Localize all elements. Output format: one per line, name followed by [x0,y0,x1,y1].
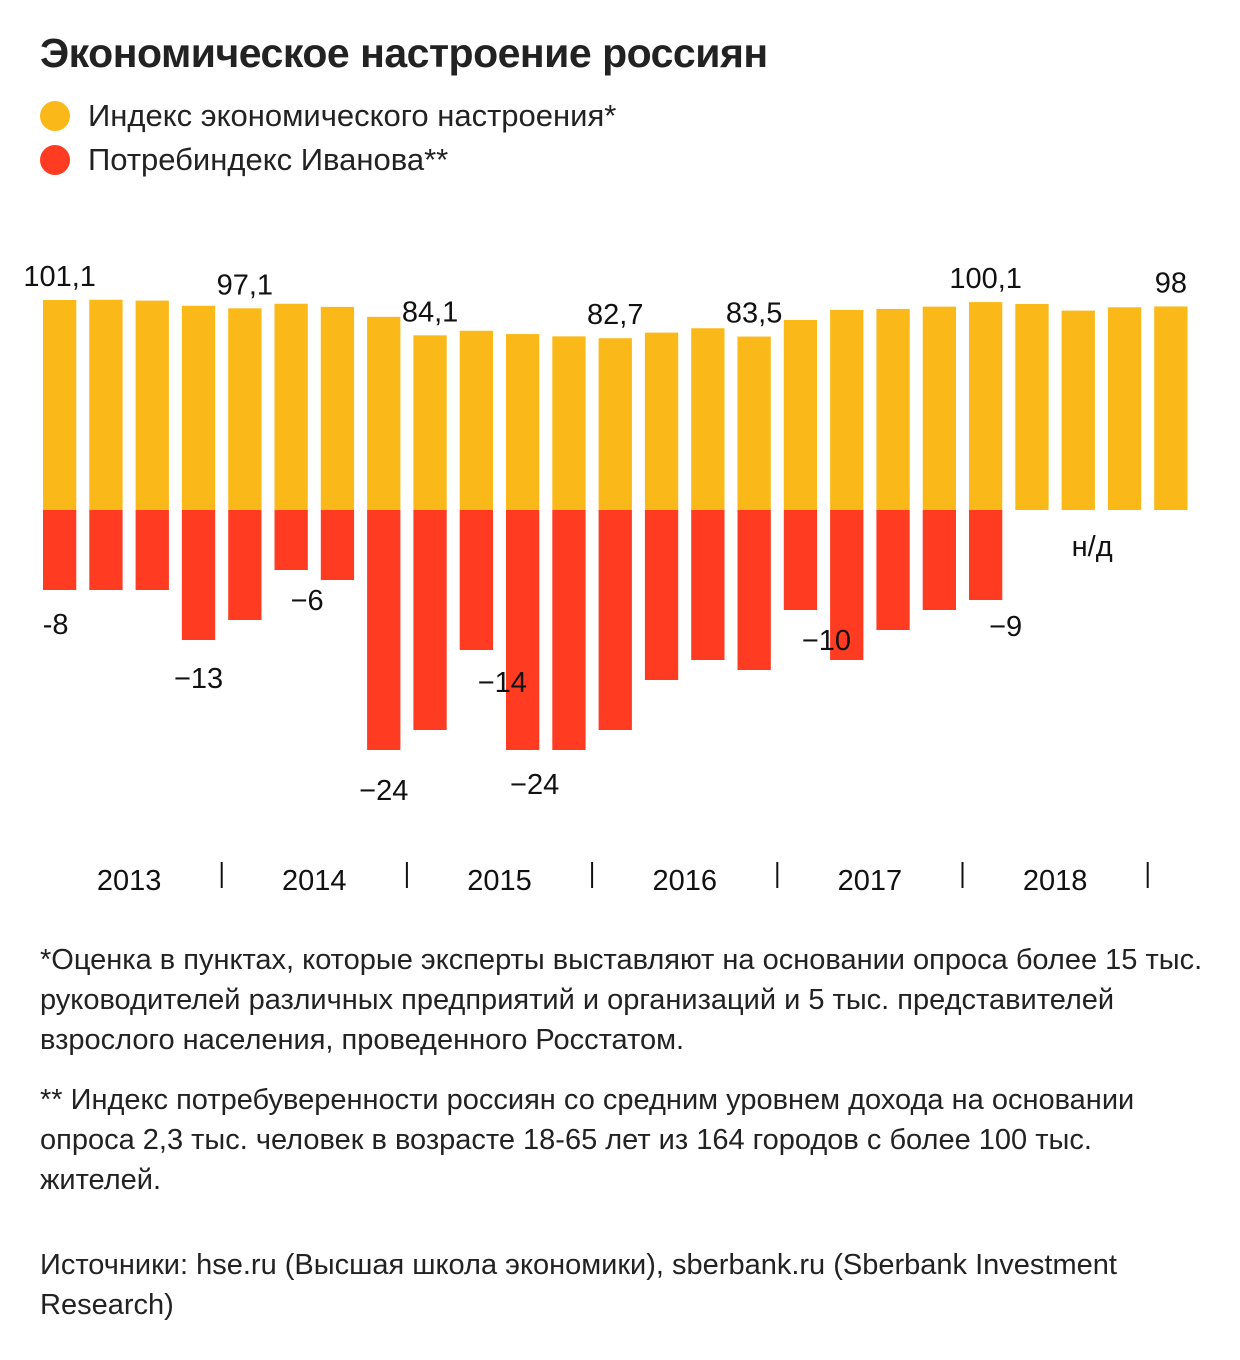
bar-ivanov-index [644,510,679,680]
no-data-label: н/д [1072,531,1113,563]
source-note: Источники: hse.ru (Высшая школа экономик… [40,1249,1117,1321]
bar-economic-mood [969,302,1003,510]
x-tick-label: 2018 [1023,865,1088,897]
bar-ivanov-index [274,510,308,570]
bar-economic-mood [644,332,679,510]
bar-chart: 101,1 97,1 84,1 82,7 83,5 100,1 98 -8 −13 −6 −24 −1… [23,261,1188,897]
bar-ivanov-index [43,510,77,590]
x-tick-label: 2015 [467,865,532,897]
bar-economic-mood [783,319,818,510]
bar-ivanov-index [922,510,956,610]
bar-ivanov-index [830,510,864,660]
legend-swatch-yellow [40,101,70,131]
bar-ivanov-index [969,510,1003,600]
bar-economic-mood [737,336,771,510]
data-label-ivanov-index: −6 [291,585,324,617]
x-tick-label: 2016 [652,865,717,897]
bar-ivanov-index [367,510,401,750]
data-label-ivanov-index: -8 [43,609,69,641]
bar-ivanov-index [89,510,123,590]
data-label-economic-mood: 100,1 [949,263,1022,295]
legend-item-ivanov-index: Потребиндекс Иванова** [40,138,616,182]
bar-ivanov-index [181,510,216,640]
bar-economic-mood [552,336,586,510]
legend: Индекс экономического настроения* Потреб… [40,94,616,182]
data-label-economic-mood: 84,1 [402,296,458,328]
bar-ivanov-index [413,510,447,730]
bar-economic-mood [459,330,493,510]
data-label-ivanov-index: −10 [802,625,851,657]
bar-ivanov-index [737,510,771,670]
bar-economic-mood [1015,303,1049,510]
legend-label: Потребиндекс Иванова** [88,142,449,177]
footnote-2: ** Индекс потребуверенности россиян со с… [40,1084,1135,1196]
bar-ivanov-index [506,510,540,750]
data-label-economic-mood: 101,1 [23,261,96,293]
x-tick-label: 2014 [282,865,347,897]
bar-ivanov-index [228,510,262,620]
data-label-economic-mood: 82,7 [587,299,643,331]
bar-ivanov-index [598,510,632,730]
bar-economic-mood [367,316,401,510]
bar-ivanov-index [691,510,725,660]
bar-ivanov-index [320,510,355,580]
bar-economic-mood [1061,310,1095,510]
legend-swatch-red [40,145,70,175]
bar-ivanov-index [135,510,169,590]
bar-economic-mood [89,299,123,510]
x-tick-label: 2017 [838,865,903,897]
data-label-ivanov-index: −13 [174,663,223,695]
bar-ivanov-index [552,510,586,750]
bar-ivanov-index [876,510,910,630]
data-label-economic-mood: 98 [1155,267,1187,299]
legend-label: Индекс экономического настроения* [88,98,617,133]
bar-economic-mood [43,300,77,510]
data-label-ivanov-index: −14 [478,667,527,699]
bar-economic-mood [228,308,262,510]
bar-ivanov-index [783,510,818,610]
x-tick-label: 2013 [97,865,162,897]
bar-economic-mood [598,338,632,510]
bar-economic-mood [320,306,355,510]
bar-economic-mood [506,334,540,510]
bar-economic-mood [1107,307,1142,510]
bar-economic-mood [922,306,956,510]
data-label-ivanov-index: −9 [989,611,1022,643]
bar-ivanov-index [459,510,493,650]
bar-economic-mood [181,305,216,510]
footnote-1: *Оценка в пунктах, которые эксперты выст… [40,944,1203,1056]
bar-economic-mood [274,303,308,510]
bar-economic-mood [1154,306,1188,510]
bar-economic-mood [830,309,864,510]
data-label-ivanov-index: −24 [510,769,559,801]
legend-item-economic-mood: Индекс экономического настроения* [40,94,616,138]
data-label-ivanov-index: −24 [359,775,408,807]
bar-economic-mood [413,335,447,510]
data-label-economic-mood: 83,5 [726,298,782,330]
bar-economic-mood [691,328,725,510]
bar-economic-mood [876,308,910,510]
bar-economic-mood [135,300,169,510]
data-label-economic-mood: 97,1 [217,269,273,301]
chart-title: Экономическое настроение россиян [40,30,768,76]
